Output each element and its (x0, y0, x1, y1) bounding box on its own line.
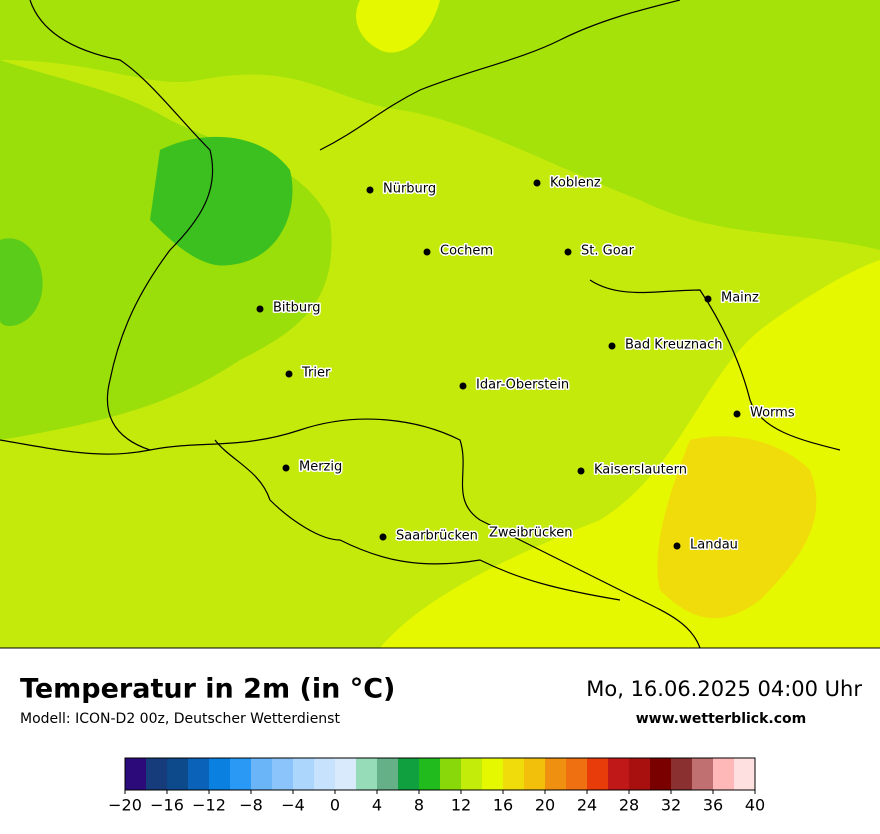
colorbar-tick-label: 24 (577, 796, 597, 815)
colorbar-tick-label: 32 (661, 796, 681, 815)
city-label: Saarbrücken (396, 529, 478, 544)
colorbar-cell (440, 758, 462, 790)
colorbar-tick-label: 4 (372, 796, 382, 815)
city-label: Nürburg (383, 182, 436, 197)
colorbar-cell (608, 758, 630, 790)
city-label: St. Goar (581, 244, 635, 259)
colorbar-tick-label: 16 (493, 796, 513, 815)
colorbar-cell (419, 758, 441, 790)
colorbar-tick-label: −8 (239, 796, 263, 815)
city-label: Trier (301, 366, 331, 381)
city-label: Koblenz (550, 176, 601, 191)
colorbar-cell (188, 758, 210, 790)
colorbar-cell (146, 758, 168, 790)
colorbar-cell (293, 758, 315, 790)
colorbar-cell (566, 758, 588, 790)
colorbar-cell (356, 758, 378, 790)
colorbar-tick-label: −16 (150, 796, 184, 815)
colorbar-tick-label: −12 (192, 796, 226, 815)
colorbar-cell (734, 758, 756, 790)
colorbar-cell (230, 758, 252, 790)
colorbar-tick-label: 12 (451, 796, 471, 815)
colorbar-cell (524, 758, 546, 790)
colorbar-cell (461, 758, 483, 790)
city-labels: Nürburg Koblenz Cochem St. Goar Bitburg … (256, 174, 796, 554)
colorbar-tick-label: 40 (745, 796, 765, 815)
city-label: Bad Kreuznach (625, 338, 723, 353)
city-label: Zweibrücken (489, 526, 572, 541)
colorbar-cell (314, 758, 336, 790)
colorbar-frame (124, 757, 756, 791)
colorbar-cell (545, 758, 567, 790)
city-label: Mainz (721, 291, 759, 306)
colorbar-cell (377, 758, 399, 790)
city-label: Bitburg (273, 301, 321, 316)
colorbar-cell (482, 758, 504, 790)
colorbar-cell (650, 758, 672, 790)
colorbar-cell (587, 758, 609, 790)
colorbar-cell (209, 758, 231, 790)
colorbar-cell (671, 758, 693, 790)
map (0, 0, 880, 649)
colorbar-cell (692, 758, 714, 790)
colorbar-tick-label: 36 (703, 796, 723, 815)
colorbar-tick-label: 28 (619, 796, 639, 815)
title: Temperatur in 2m (in °C) (20, 674, 395, 705)
date: Mo, 16.06.2025 04:00 Uhr (586, 677, 862, 701)
colorbar-tick-label: 8 (414, 796, 424, 815)
colorbar-tick-label: −20 (108, 796, 142, 815)
colorbar-cell (503, 758, 525, 790)
colorbar-cell (398, 758, 420, 790)
colorbar-cell (125, 758, 147, 790)
city-label: Idar-Oberstein (476, 378, 569, 393)
city-label: Cochem (440, 244, 493, 259)
colorbar-cell (335, 758, 357, 790)
colorbar: −20 −16 −12 −8 −4 0 4 8 12 16 20 24 28 32 36 40 (108, 757, 765, 815)
city-label: Landau (690, 538, 738, 553)
colorbar-tick-label: −4 (281, 796, 305, 815)
colorbar-cell (251, 758, 273, 790)
colorbar-tick-label: 0 (330, 796, 340, 815)
city-label: Merzig (299, 460, 342, 475)
colorbar-cell (629, 758, 651, 790)
colorbar-cell (272, 758, 294, 790)
city-label: Kaiserslautern (594, 463, 687, 478)
website: www.wetterblick.com (636, 711, 807, 727)
colorbar-cell (167, 758, 189, 790)
colorbar-tick-label: 20 (535, 796, 555, 815)
city-label: Worms (750, 406, 795, 421)
colorbar-cell (713, 758, 735, 790)
subtitle: Modell: ICON-D2 00z, Deutscher Wetterdie… (20, 711, 340, 727)
